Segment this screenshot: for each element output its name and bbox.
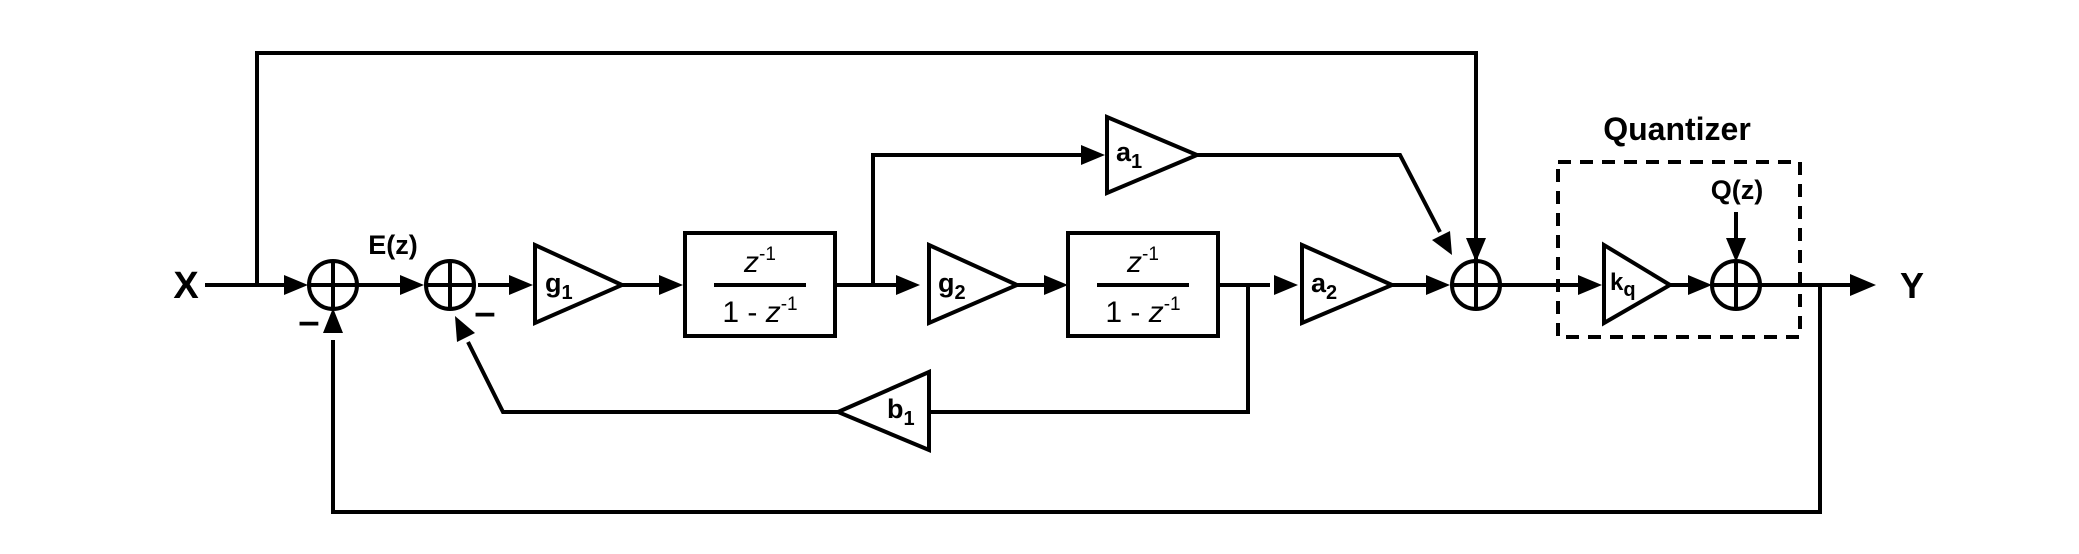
summing-junction-output (1450, 259, 1502, 311)
int2-num-exp: -1 (1142, 244, 1159, 265)
gain-b1: b1 (832, 368, 931, 454)
gain-a1-base: a (1116, 137, 1132, 167)
error-label: E(z) (368, 230, 418, 260)
arrow-into-int1 (659, 275, 683, 295)
sum2-minus-sign: – (474, 292, 495, 334)
gain-g1-base: g (545, 268, 562, 298)
gain-g2: g2 (927, 241, 1022, 327)
arrow-into-sum3-top (1466, 238, 1486, 262)
arrow-output-y (1850, 274, 1876, 296)
gain-kq-sub: q (1623, 279, 1635, 301)
wire-outer-feedback (331, 285, 1822, 514)
quantizer-box (1556, 160, 1802, 339)
summing-junction-quantizer (1710, 259, 1762, 311)
signal-wires (205, 51, 1856, 514)
wire-feedforward-x (255, 51, 1478, 285)
input-label: X (173, 265, 199, 307)
int2-den-base: z (1148, 296, 1164, 329)
summing-junction-1 (307, 259, 359, 311)
arrow-into-sum4-top (1726, 238, 1746, 262)
svg-text:g1: g1 (545, 268, 573, 304)
arrow-into-kq (1578, 275, 1602, 295)
wire-int1-a1 (871, 153, 1085, 285)
gain-kq-base: k (1610, 269, 1624, 296)
quantizer-title: Quantizer (1603, 111, 1751, 147)
int1-den-prefix: 1 - (722, 296, 765, 329)
int1-num-base: z (743, 246, 759, 279)
wire-a1-sum3 (1197, 153, 1442, 233)
int1-den-base: z (765, 296, 781, 329)
output-label: Y (1900, 265, 1924, 306)
arrow-into-g1 (509, 275, 533, 295)
gain-a1-sub: 1 (1131, 151, 1142, 173)
summing-junction-2 (424, 259, 476, 311)
gain-a2: a2 (1300, 241, 1398, 327)
svg-text:a1: a1 (1116, 137, 1142, 173)
arrow-into-sum3-left (1426, 275, 1450, 295)
integrator-1: z-1 1 - z-1 (683, 231, 837, 338)
gain-g2-sub: 2 (955, 282, 966, 304)
arrow-into-sum1-bottom (323, 308, 343, 333)
arrow-into-sum1 (284, 275, 308, 295)
gain-a2-sub: 2 (1326, 282, 1337, 304)
wire-b1-sum2 (466, 341, 838, 414)
svg-text:kq: kq (1610, 269, 1636, 301)
noise-label: Q(z) (1711, 175, 1763, 205)
svg-text:a2: a2 (1311, 268, 1337, 304)
int2-den-exp: -1 (1164, 294, 1181, 315)
gain-b1-sub: 1 (904, 408, 915, 430)
arrow-into-a2 (1274, 275, 1298, 295)
wire-int2-b1 (929, 285, 1250, 414)
gain-g2-base: g (938, 268, 955, 298)
arrow-into-g2 (896, 275, 920, 295)
int2-num-base: z (1126, 246, 1142, 279)
arrow-into-sum4-left (1688, 275, 1712, 295)
arrowheads (284, 145, 1876, 342)
arrow-into-a1 (1081, 145, 1105, 165)
svg-text:z-1: z-1 (1126, 244, 1159, 279)
arrow-into-sum3-diagonal (1432, 231, 1452, 255)
svg-text:z-1: z-1 (743, 244, 776, 279)
int2-den-prefix: 1 - (1105, 296, 1148, 329)
svg-text:1 - z-1: 1 - z-1 (722, 294, 797, 329)
svg-text:1 - z-1: 1 - z-1 (1105, 294, 1180, 329)
gain-kq: kq (1602, 241, 1674, 327)
svg-text:g2: g2 (938, 268, 966, 304)
integrator-2: z-1 1 - z-1 (1066, 231, 1220, 338)
gain-a1: a1 (1105, 113, 1203, 197)
int1-num-exp: -1 (759, 244, 776, 265)
gain-g1: g1 (533, 241, 627, 327)
gain-a2-base: a (1311, 268, 1327, 298)
arrow-into-sum2 (400, 275, 424, 295)
svg-text:b1: b1 (887, 394, 915, 430)
arrow-into-int2 (1044, 275, 1068, 295)
arrow-into-sum2-diagonal (455, 316, 475, 342)
gain-b1-base: b (887, 394, 904, 424)
gain-g1-sub: 1 (562, 282, 573, 304)
sum1-minus-sign: – (298, 301, 319, 343)
int1-den-exp: -1 (781, 294, 798, 315)
